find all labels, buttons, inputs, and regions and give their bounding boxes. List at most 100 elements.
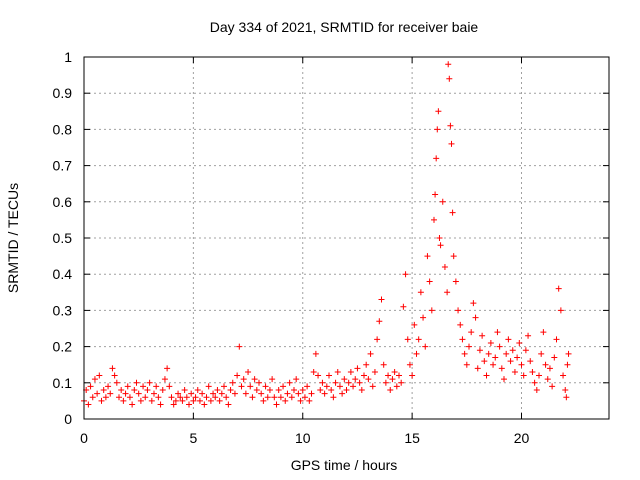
y-tick-label: 0.8 bbox=[53, 121, 73, 137]
data-point bbox=[485, 350, 492, 357]
data-point bbox=[192, 394, 199, 401]
data-point bbox=[172, 397, 179, 404]
data-point bbox=[126, 394, 133, 401]
data-point bbox=[164, 365, 171, 372]
data-point bbox=[391, 368, 398, 375]
data-point bbox=[516, 339, 523, 346]
data-point bbox=[116, 394, 122, 401]
data-point bbox=[345, 379, 352, 386]
data-point bbox=[201, 401, 208, 408]
data-point bbox=[347, 368, 354, 375]
data-point bbox=[565, 350, 572, 357]
data-point bbox=[476, 347, 483, 354]
data-point bbox=[424, 253, 431, 260]
data-point bbox=[227, 387, 234, 394]
data-point bbox=[280, 383, 287, 390]
data-point bbox=[563, 394, 570, 401]
data-point bbox=[256, 379, 262, 386]
data-point bbox=[236, 343, 243, 350]
data-point bbox=[181, 387, 188, 394]
data-point bbox=[142, 394, 149, 401]
data-point bbox=[393, 383, 400, 390]
data-point bbox=[354, 365, 361, 372]
data-point bbox=[291, 387, 297, 394]
y-tick-label: 0.3 bbox=[53, 302, 73, 318]
data-point bbox=[341, 376, 348, 383]
data-point bbox=[536, 372, 542, 379]
data-point bbox=[457, 321, 464, 328]
data-point bbox=[105, 383, 112, 390]
data-point bbox=[118, 387, 125, 394]
data-point bbox=[225, 401, 232, 408]
data-point bbox=[538, 350, 545, 357]
data-point bbox=[194, 387, 201, 394]
data-point bbox=[275, 387, 282, 394]
data-point bbox=[282, 397, 289, 404]
data-point bbox=[253, 387, 260, 394]
data-point bbox=[404, 336, 411, 343]
y-tick-label: 0.5 bbox=[53, 230, 73, 246]
data-point bbox=[494, 329, 501, 336]
data-point bbox=[334, 368, 341, 375]
data-point bbox=[514, 354, 521, 361]
data-point bbox=[223, 394, 230, 401]
data-point bbox=[463, 361, 470, 368]
data-point bbox=[474, 365, 481, 372]
data-point bbox=[422, 343, 429, 350]
data-point bbox=[544, 376, 551, 383]
data-point bbox=[449, 209, 456, 216]
data-point bbox=[238, 383, 245, 390]
data-point bbox=[310, 368, 317, 375]
data-point bbox=[146, 379, 153, 386]
data-point bbox=[441, 263, 448, 270]
data-point bbox=[188, 390, 195, 397]
data-point bbox=[218, 390, 225, 397]
data-point bbox=[221, 383, 227, 390]
data-point bbox=[529, 368, 536, 375]
data-point bbox=[435, 108, 442, 115]
data-point bbox=[190, 397, 197, 404]
data-point bbox=[328, 387, 335, 394]
data-point bbox=[159, 387, 166, 394]
data-point bbox=[89, 394, 96, 401]
data-point bbox=[343, 387, 350, 394]
data-point bbox=[533, 387, 540, 394]
data-point bbox=[179, 397, 186, 404]
x-axis-label: GPS time / hours bbox=[291, 457, 398, 473]
data-point bbox=[361, 372, 367, 379]
data-point bbox=[562, 387, 569, 394]
data-point bbox=[555, 285, 562, 292]
data-point bbox=[107, 390, 114, 397]
data-point bbox=[371, 368, 378, 375]
data-point bbox=[436, 235, 443, 241]
data-point bbox=[455, 307, 462, 314]
data-point bbox=[417, 289, 424, 296]
data-point bbox=[196, 397, 203, 404]
data-point bbox=[273, 401, 280, 408]
data-point bbox=[496, 343, 503, 350]
data-point bbox=[546, 365, 553, 372]
grid bbox=[84, 57, 609, 419]
data-point bbox=[288, 394, 295, 401]
data-point bbox=[549, 383, 556, 390]
data-point bbox=[144, 387, 151, 394]
data-point bbox=[151, 390, 157, 397]
data-point bbox=[157, 401, 164, 408]
x-tick-label: 20 bbox=[514, 430, 530, 446]
data-point bbox=[452, 278, 459, 285]
data-point bbox=[339, 390, 346, 397]
data-point bbox=[216, 397, 223, 404]
data-point bbox=[531, 379, 538, 386]
data-point bbox=[505, 336, 512, 343]
data-point bbox=[271, 394, 278, 401]
data-point bbox=[168, 394, 175, 401]
data-point bbox=[409, 372, 416, 379]
data-point bbox=[85, 401, 92, 408]
data-point bbox=[498, 365, 505, 372]
data-point bbox=[420, 314, 427, 321]
data-point bbox=[434, 126, 441, 133]
data-point bbox=[557, 307, 564, 314]
data-point bbox=[129, 401, 136, 408]
data-point bbox=[447, 122, 454, 129]
data-point bbox=[109, 365, 116, 372]
